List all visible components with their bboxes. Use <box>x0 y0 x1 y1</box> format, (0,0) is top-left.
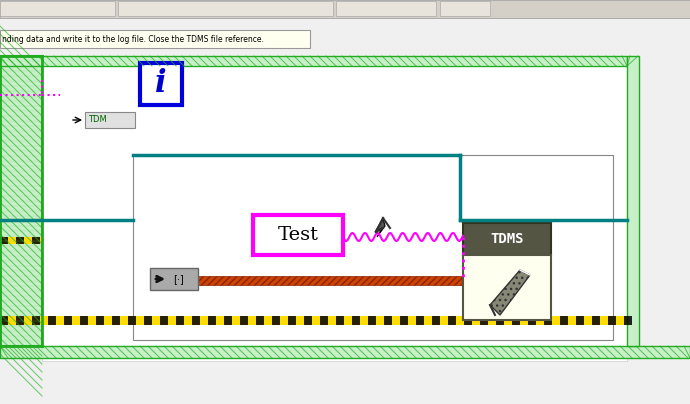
Bar <box>128 316 136 324</box>
Bar <box>400 316 408 324</box>
Text: Test: Test <box>277 226 319 244</box>
Bar <box>624 316 632 324</box>
Bar <box>85 112 135 128</box>
Bar <box>240 316 248 324</box>
Bar <box>64 316 72 324</box>
Polygon shape <box>375 218 385 237</box>
Bar <box>464 316 472 324</box>
Bar <box>96 316 104 324</box>
Bar <box>0 30 310 48</box>
Bar <box>80 316 88 324</box>
Bar <box>144 316 152 324</box>
Text: TDM: TDM <box>88 116 107 124</box>
Bar <box>304 316 312 324</box>
Bar <box>496 316 504 324</box>
Bar <box>32 316 40 324</box>
Bar <box>528 316 536 324</box>
Bar <box>32 236 40 244</box>
Bar <box>480 316 488 324</box>
Bar <box>160 316 168 324</box>
Bar <box>352 316 360 324</box>
Text: TDMS: TDMS <box>491 232 524 246</box>
Bar <box>320 316 328 324</box>
Bar <box>0 1 115 16</box>
Bar <box>463 223 551 255</box>
Bar <box>416 316 424 324</box>
Bar <box>0 56 627 66</box>
Bar <box>627 56 639 346</box>
Bar <box>448 316 456 324</box>
Bar <box>48 316 56 324</box>
Bar <box>0 316 627 324</box>
Bar <box>133 155 613 340</box>
Bar <box>272 316 280 324</box>
Bar <box>463 255 551 320</box>
Bar <box>0 316 8 324</box>
Bar <box>608 316 616 324</box>
Bar <box>0 236 8 244</box>
Bar <box>42 56 627 361</box>
Bar <box>512 316 520 324</box>
Bar <box>336 316 344 324</box>
Bar <box>192 316 200 324</box>
Bar <box>336 1 436 16</box>
Bar <box>195 276 465 284</box>
Text: nding data and write it to the log file. Close the TDMS file reference.: nding data and write it to the log file.… <box>2 34 264 44</box>
Bar <box>256 316 264 324</box>
Bar <box>440 1 490 16</box>
Bar <box>432 316 440 324</box>
Bar <box>140 63 182 105</box>
Polygon shape <box>490 270 530 315</box>
Bar <box>16 316 24 324</box>
Bar <box>384 316 392 324</box>
Bar <box>112 316 120 324</box>
Bar <box>118 1 333 16</box>
Bar <box>0 0 690 18</box>
Bar <box>0 346 690 358</box>
Bar <box>592 316 600 324</box>
Bar <box>288 316 296 324</box>
Bar <box>176 316 184 324</box>
FancyBboxPatch shape <box>253 215 343 255</box>
Bar <box>208 316 216 324</box>
Bar <box>224 316 232 324</box>
Text: [·]: [·] <box>172 274 184 284</box>
Bar <box>150 268 198 290</box>
Bar <box>368 316 376 324</box>
Text: i: i <box>155 69 167 99</box>
Bar <box>576 316 584 324</box>
Bar <box>0 56 42 346</box>
Bar <box>0 236 42 244</box>
Bar <box>16 236 24 244</box>
Bar <box>560 316 568 324</box>
Bar <box>544 316 552 324</box>
